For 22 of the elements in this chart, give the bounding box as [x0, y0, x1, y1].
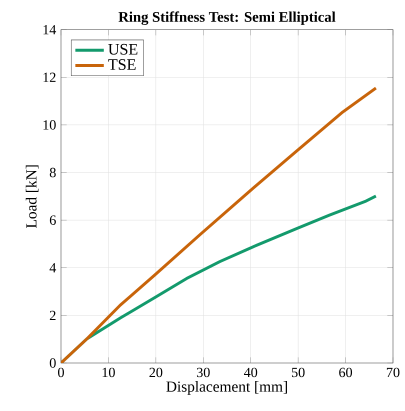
x-tick-label: 30	[196, 368, 210, 378]
y-tick-label: 4	[50, 263, 56, 272]
y-tick-label: 8	[50, 168, 56, 178]
y-tick-label: 10	[44, 120, 56, 130]
y-tick-label: 12	[44, 72, 56, 82]
x-tick-label: 20	[149, 368, 162, 378]
x-tick-label: 10	[102, 368, 115, 378]
x-tick-label: 40	[244, 368, 258, 378]
legend-label: USE	[108, 44, 138, 55]
legend-label: TSE	[108, 59, 136, 70]
y-tick-label: 6	[50, 215, 56, 225]
x-tick-label: 0	[58, 368, 64, 378]
x-tick-label: 50	[292, 368, 305, 378]
chart-title: Ring Stiffness Test: Semi Elliptical	[118, 11, 336, 25]
y-tick-label: 14	[44, 25, 56, 34]
y-tick-label: 2	[50, 310, 56, 320]
x-axis-title: Displacement [mm]	[166, 380, 287, 395]
x-tick-label: 70	[386, 368, 400, 378]
y-axis-title: Load [kN]	[26, 165, 38, 228]
x-tick-label: 60	[339, 368, 352, 378]
line-series	[61, 86, 378, 363]
y-tick-label: 0	[50, 358, 56, 368]
